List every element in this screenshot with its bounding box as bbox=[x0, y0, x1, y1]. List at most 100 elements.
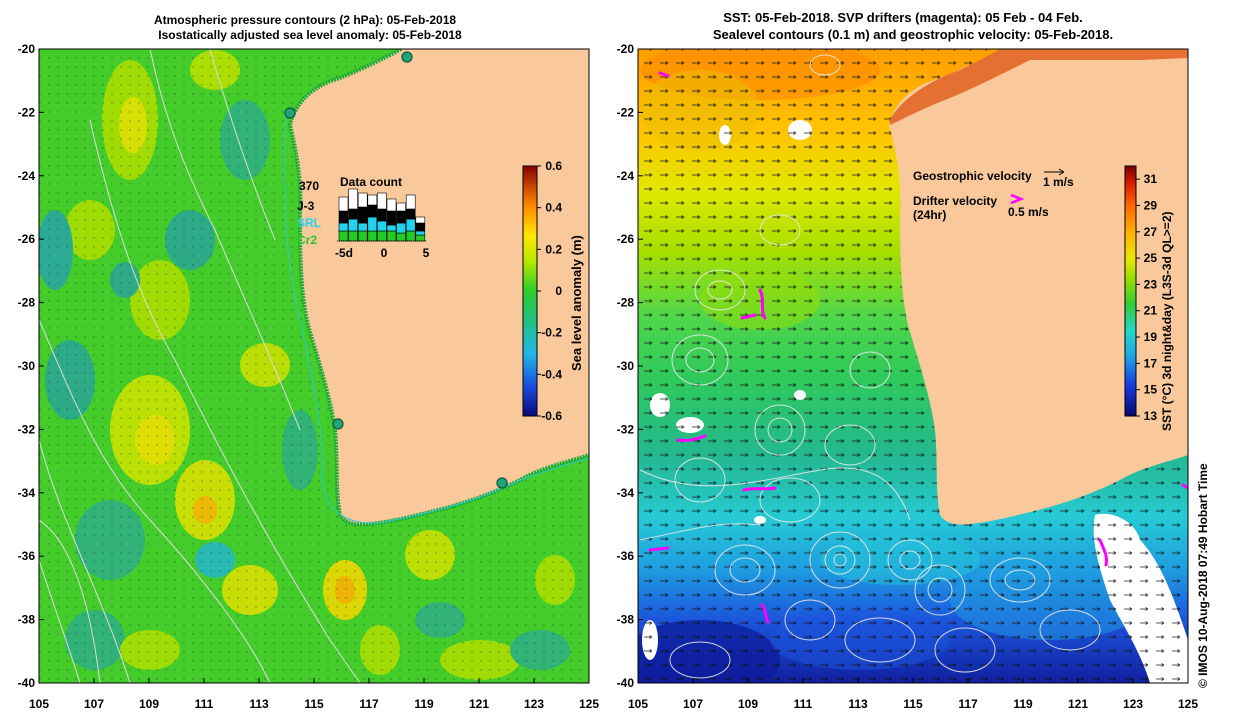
dc-tick-minus5: -5d bbox=[335, 246, 353, 260]
lat-tick-label: -36 bbox=[18, 549, 36, 563]
sst-colorbar-label: SST (°C) 3d night&day (L3S-3d QL>=2) bbox=[1160, 211, 1174, 432]
data-count-bars bbox=[338, 188, 426, 242]
legend-j3: J-3 bbox=[297, 199, 315, 213]
lon-tick-label: 119 bbox=[414, 697, 434, 711]
data-count-bar-segment bbox=[357, 222, 368, 232]
lat-tick-label: -20 bbox=[617, 42, 635, 56]
lon-tick-label: 107 bbox=[84, 697, 104, 711]
data-count-bar-segment bbox=[377, 192, 387, 210]
data-count-bar-segment bbox=[405, 218, 416, 232]
data-count-bar-segment bbox=[338, 196, 349, 212]
sst-map: SST: 05-Feb-2018. SVP drifters (magenta)… bbox=[617, 10, 1199, 711]
sst-colorbar-ticks: 31 29 27 25 23 21 19 17 15 13 bbox=[1136, 172, 1157, 423]
lon-tick-label: 115 bbox=[903, 697, 923, 711]
data-count-bar-segment bbox=[396, 202, 406, 212]
colorbar-tick-label: 21 bbox=[1144, 304, 1158, 318]
lon-tick-label: 115 bbox=[304, 697, 324, 711]
drifter-velocity-label: Drifter velocity bbox=[913, 194, 997, 208]
sea-level-anomaly-map: Atmospheric pressure contours (2 hPa): 0… bbox=[18, 13, 600, 711]
lat-tick-label: -20 bbox=[18, 42, 36, 56]
geostrophic-scale: 1 m/s bbox=[1043, 175, 1074, 189]
lat-tick-label: -40 bbox=[617, 676, 635, 690]
right-title-line2: Sealevel contours (0.1 m) and geostrophi… bbox=[713, 27, 1113, 42]
data-count-bar-segment bbox=[367, 204, 378, 218]
lat-tick-label: -36 bbox=[617, 549, 635, 563]
data-count-bar-segment bbox=[367, 216, 378, 232]
drifter-velocity-period: (24hr) bbox=[913, 208, 946, 222]
right-title-line1: SST: 05-Feb-2018. SVP drifters (magenta)… bbox=[723, 10, 1083, 25]
data-count-bar-segment bbox=[415, 234, 426, 242]
lat-tick-label: -34 bbox=[18, 486, 36, 500]
data-count-title: Data count bbox=[340, 175, 402, 189]
lon-tick-label: 111 bbox=[794, 697, 813, 711]
lon-tick-label: 125 bbox=[1178, 697, 1198, 711]
legend-srl: SRL bbox=[297, 216, 321, 230]
lat-tick-label: -32 bbox=[617, 422, 635, 436]
data-count-bar-segment bbox=[367, 194, 378, 206]
lon-tick-label: 117 bbox=[359, 697, 379, 711]
lon-tick-label: 105 bbox=[29, 697, 49, 711]
lon-tick-label: 113 bbox=[249, 697, 269, 711]
data-count-bar-segment bbox=[405, 194, 416, 210]
colorbar-tick-label: -0.2 bbox=[541, 326, 562, 340]
data-count-bar-segment bbox=[357, 192, 368, 208]
sla-colorbar: 0.6 0.4 0.2 0 -0.2 -0.4 -0.6 bbox=[522, 159, 562, 423]
data-count-bar-segment bbox=[405, 208, 416, 220]
lat-tick-label: -32 bbox=[18, 422, 36, 436]
data-count-bar-segment bbox=[377, 220, 387, 232]
sla-colorbar-label: Sea level anomaly (m) bbox=[569, 235, 584, 371]
data-count-bar-segment bbox=[348, 188, 358, 210]
lon-tick-label: 121 bbox=[469, 697, 489, 711]
dc-tick-5: 5 bbox=[423, 246, 430, 260]
colorbar-tick-label: -0.6 bbox=[541, 409, 562, 423]
lat-tick-label: -40 bbox=[18, 676, 36, 690]
colorbar-tick-label: 15 bbox=[1144, 383, 1158, 397]
data-count-bar-segment bbox=[386, 198, 397, 212]
lat-tick-label: -38 bbox=[18, 613, 36, 627]
left-title-line1: Atmospheric pressure contours (2 hPa): 0… bbox=[154, 13, 456, 27]
lat-tick-label: -26 bbox=[617, 232, 635, 246]
data-count-bar-segment bbox=[415, 230, 426, 236]
lat-tick-label: -30 bbox=[18, 359, 36, 373]
lon-tick-label: 109 bbox=[139, 697, 159, 711]
lon-tick-label: 109 bbox=[738, 697, 758, 711]
colorbar-tick-label: 0.6 bbox=[545, 159, 562, 173]
right-latitude-axis: -20 -22 -24 -26 -28 -30 -32 -34 -36 -38 -40 bbox=[617, 42, 643, 690]
data-count-bar-segment bbox=[415, 222, 426, 232]
lat-tick-label: -38 bbox=[617, 613, 635, 627]
data-count-bar-segment bbox=[348, 218, 358, 232]
data-count-bar-segment bbox=[377, 208, 387, 222]
lat-tick-label: -28 bbox=[617, 296, 635, 310]
sst-field bbox=[638, 49, 1188, 683]
data-count-bar-segment bbox=[377, 230, 387, 242]
lon-tick-label: 121 bbox=[1068, 697, 1088, 711]
imos-credit: © IMOS 10-Aug-2018 07:49 Hobart Time bbox=[1196, 463, 1210, 688]
data-count-bar-segment bbox=[338, 230, 349, 242]
geostrophic-velocity-label: Geostrophic velocity bbox=[913, 169, 1032, 183]
colorbar-tick-label: 0 bbox=[555, 284, 562, 298]
colorbar-tick-label: 0.4 bbox=[545, 201, 562, 215]
lat-tick-label: -24 bbox=[18, 169, 36, 183]
lat-tick-label: -28 bbox=[18, 296, 36, 310]
colorbar-tick-label: 19 bbox=[1144, 330, 1158, 344]
left-longitude-axis: 105 107 109 111 113 115 117 119 121 123 125 bbox=[29, 678, 599, 711]
lat-tick-label: -22 bbox=[18, 105, 36, 119]
colorbar-tick-label: -0.4 bbox=[541, 367, 562, 381]
lon-tick-label: 113 bbox=[848, 697, 868, 711]
colorbar-tick-label: 17 bbox=[1144, 356, 1158, 370]
tide-gauge-markers bbox=[284, 51, 508, 489]
data-count-bar-segment bbox=[357, 230, 368, 242]
data-count-bar-segment bbox=[386, 230, 397, 242]
lon-tick-label: 117 bbox=[958, 697, 978, 711]
lon-tick-label: 105 bbox=[628, 697, 648, 711]
lon-tick-label: 123 bbox=[524, 697, 544, 711]
data-count-inset: 370 Data count J-3 SRL Cr2 -5d 0 5 bbox=[297, 175, 430, 260]
legend-cr2: Cr2 bbox=[297, 233, 317, 247]
sla-colorbar-ticks: 0.6 0.4 0.2 0 -0.2 -0.4 -0.6 bbox=[537, 159, 562, 423]
data-count-bar-segment bbox=[396, 210, 406, 224]
left-title-line2: Isostatically adjusted sea level anomaly… bbox=[158, 28, 462, 42]
data-count-total: 370 bbox=[299, 179, 319, 193]
colorbar-tick-label: 27 bbox=[1144, 225, 1158, 239]
colorbar-tick-label: 29 bbox=[1144, 198, 1158, 212]
